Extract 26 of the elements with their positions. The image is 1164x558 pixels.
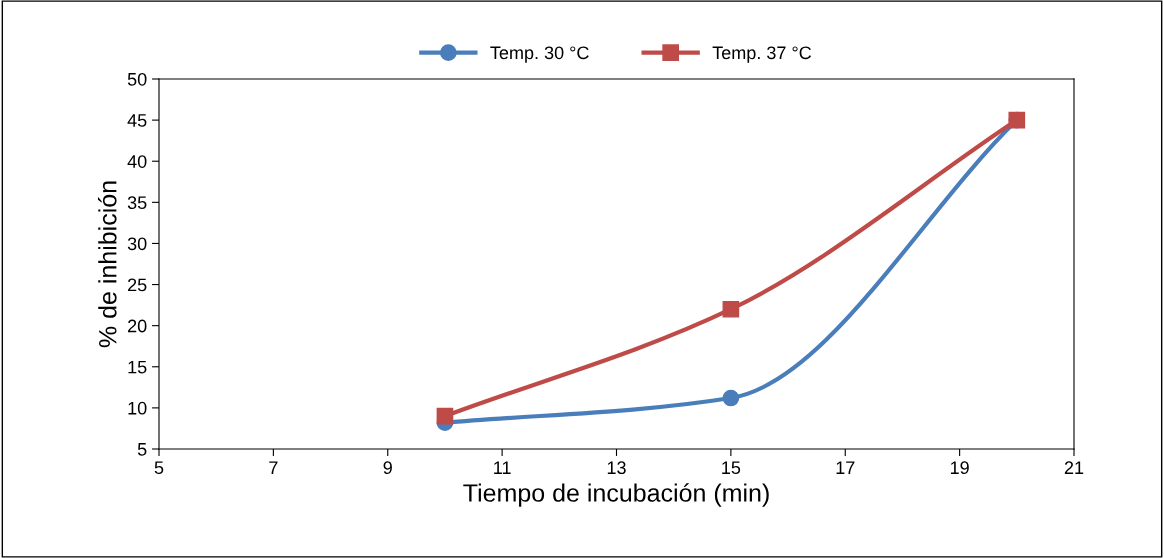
x-tick-label: 5	[154, 461, 164, 475]
x-tick-label: 21	[1064, 461, 1084, 474]
x-axis-title: Tiempo de incubación (min)	[463, 483, 769, 507]
y-tick-label: 20	[128, 319, 147, 333]
legend-label: Temp. 37 °C	[712, 46, 812, 63]
x-tick-label: 9	[383, 461, 392, 475]
x-tick-label: 7	[269, 461, 278, 474]
x-tick-label: 19	[950, 461, 969, 475]
y-tick-label: 45	[127, 114, 147, 127]
legend-label: Temp. 30 °C	[490, 46, 589, 63]
y-tick-label: 15	[128, 360, 147, 374]
y-tick-label: 35	[127, 196, 147, 210]
x-tick-label: 13	[607, 461, 626, 475]
y-tick-label: 40	[127, 155, 147, 168]
y-axis-title: % de inhibición	[97, 181, 117, 348]
y-tick-label: 30	[127, 237, 147, 251]
point	[722, 300, 740, 318]
point	[722, 389, 740, 407]
y-tick-label: 50	[127, 72, 147, 86]
x-tick-label: 17	[836, 461, 855, 474]
point	[436, 407, 454, 425]
y-tick-label: 5	[137, 443, 147, 456]
x-tick-label: 15	[722, 461, 741, 475]
y-tick-label: 10	[128, 401, 147, 415]
x-tick-label: 11	[494, 461, 511, 474]
y-tick-label: 25	[128, 278, 147, 292]
